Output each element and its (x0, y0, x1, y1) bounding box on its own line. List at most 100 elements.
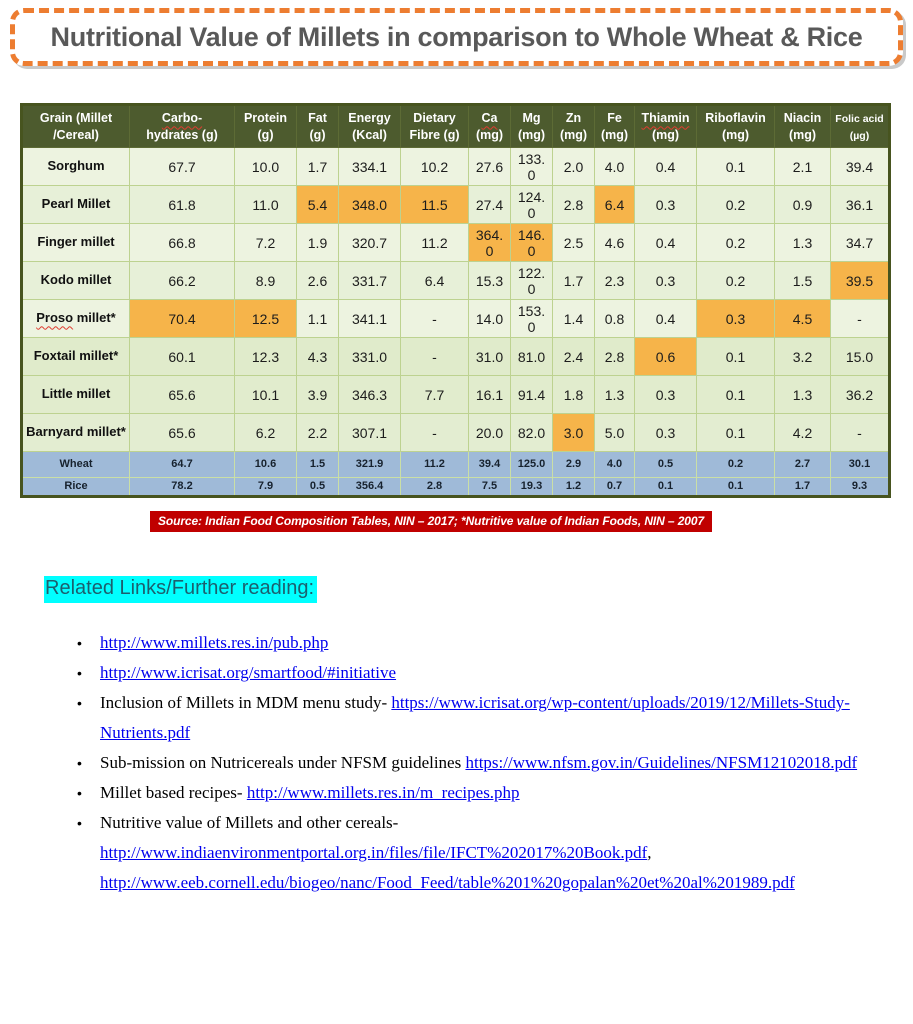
value-cell: 20.0 (468, 413, 511, 453)
value-cell: 15.3 (468, 261, 511, 301)
column-header-line1: Fat (308, 111, 327, 126)
list-item: • http://www.millets.res.in/pub.php (77, 628, 882, 658)
value-cell: 334.1 (338, 147, 401, 187)
value-cell: 0.2 (696, 185, 775, 225)
value-cell: 2.6 (296, 261, 339, 301)
value-cell: 1.3 (774, 375, 831, 415)
value-cell: 8.9 (234, 261, 297, 301)
value-cell: 39.5 (830, 261, 890, 301)
table-row: Barnyard millet* 65.6 6.2 2.2 307.1-20.0 82.0… (21, 413, 890, 453)
value-cell: 1.4 (552, 299, 595, 339)
value-cell: 364.0 (468, 223, 511, 263)
grain-name-cell: Barnyard millet* (21, 413, 130, 453)
related-links-heading: Related Links/Further reading: (44, 576, 318, 603)
bullet-icon: • (77, 665, 82, 681)
hyperlink[interactable]: http://www.millets.res.in/pub.php (100, 633, 329, 652)
hyperlink[interactable]: https://www.icrisat.org/wp-content/uploa… (100, 693, 850, 742)
value-cell: 61.8 (129, 185, 235, 225)
value-cell: 12.3 (234, 337, 297, 377)
value-cell: 2.1 (774, 147, 831, 187)
list-item: • http://www.icrisat.org/smartfood/#initi… (77, 658, 882, 688)
column-header-line1: Ca (481, 111, 498, 126)
column-header: Ca (mg) (468, 103, 511, 149)
value-cell: 0.4 (634, 147, 697, 187)
links-list: • http://www.millets.res.in/pub.php • http:… (77, 628, 882, 898)
grain-name-cell: Proso millet* (21, 299, 130, 339)
nutrition-table-wrapper: Grain (Millet/Cereal) Carbo-hydrates (g) P… (20, 103, 891, 499)
header-row: Grain (Millet/Cereal) Carbo-hydrates (g) P… (21, 103, 890, 149)
column-header: Zn (mg) (552, 103, 595, 149)
source-note: Source: Indian Food Composition Tables, … (150, 511, 712, 532)
value-cell: 70.4 (129, 299, 235, 339)
list-text: , (647, 843, 652, 862)
value-cell: 27.4 (468, 185, 511, 225)
value-cell: 30.1 (830, 451, 890, 479)
column-header: Thiamin (mg) (634, 103, 697, 149)
column-header: Fat (g) (296, 103, 339, 149)
value-cell: 0.3 (634, 375, 697, 415)
value-cell: 0.1 (634, 477, 697, 498)
hyperlink[interactable]: http://www.icrisat.org/smartfood/#initia… (100, 663, 397, 682)
column-header: Dietary Fibre (g) (400, 103, 469, 149)
value-cell: 2.7 (774, 451, 831, 479)
value-cell: 2.8 (552, 185, 595, 225)
value-cell: 82.0 (510, 413, 553, 453)
value-cell: 1.3 (774, 223, 831, 263)
value-cell: 341.1 (338, 299, 401, 339)
value-cell: 0.1 (696, 337, 775, 377)
value-cell: 4.2 (774, 413, 831, 453)
list-text: Nutritive value of Millets and other cer… (100, 813, 399, 832)
list-text: Millet based recipes- (100, 783, 247, 802)
value-cell: 348.0 (338, 185, 401, 225)
value-cell: 10.1 (234, 375, 297, 415)
value-cell: 2.8 (594, 337, 635, 377)
column-header-line2: (mg) (559, 127, 588, 142)
value-cell: 0.7 (594, 477, 635, 498)
value-cell: 153.0 (510, 299, 553, 339)
value-cell: 2.5 (552, 223, 595, 263)
value-cell: 0.9 (774, 185, 831, 225)
table-row: Little millet 65.6 10.1 3.9 346.3 7.7 16.1 91.4… (21, 375, 890, 415)
value-cell: 0.3 (634, 413, 697, 453)
column-header-line1: Fe (607, 111, 622, 126)
value-cell: 2.3 (594, 261, 635, 301)
value-cell: 7.9 (234, 477, 297, 498)
value-cell: 31.0 (468, 337, 511, 377)
nutrition-table: Grain (Millet/Cereal) Carbo-hydrates (g) P… (20, 103, 891, 499)
value-cell: 6.2 (234, 413, 297, 453)
value-cell: 1.9 (296, 223, 339, 263)
value-cell: 1.5 (296, 451, 339, 479)
column-header-line2: (Kcal) (352, 127, 387, 142)
value-cell: 0.1 (696, 477, 775, 498)
column-header: Carbo-hydrates (g) (129, 103, 235, 149)
grain-name-cell: Sorghum (21, 147, 130, 187)
column-header-line2: (mg) (475, 127, 504, 142)
grain-name-cell: Finger millet (21, 223, 130, 263)
value-cell: 2.9 (552, 451, 595, 479)
bullet-icon: • (77, 815, 82, 831)
value-cell: - (400, 299, 469, 339)
hyperlink[interactable]: http://www.millets.res.in/m_recipes.php (246, 783, 520, 802)
table-row: Kodo millet 66.2 8.9 2.6 331.7 6.4 15.3 122.0 1.… (21, 261, 890, 301)
value-cell: 321.9 (338, 451, 401, 479)
value-cell: 27.6 (468, 147, 511, 187)
value-cell: 0.1 (696, 147, 775, 187)
value-cell: 0.8 (594, 299, 635, 339)
table-row: Proso millet* 70.4 12.5 1.1 341.1-14.0 153.0 1… (21, 299, 890, 339)
value-cell: 146.0 (510, 223, 553, 263)
hyperlink[interactable]: http://www.eeb.cornell.edu/biogeo/nanc/F… (100, 873, 795, 892)
column-header-line1: Protein (243, 111, 288, 126)
value-cell: 1.7 (552, 261, 595, 301)
column-header: Mg (mg) (510, 103, 553, 149)
value-cell: 1.7 (774, 477, 831, 498)
value-cell: 36.1 (830, 185, 890, 225)
value-cell: 1.3 (594, 375, 635, 415)
hyperlink[interactable]: https://www.nfsm.gov.in/Guidelines/NFSM1… (465, 753, 858, 772)
value-cell: 6.4 (594, 185, 635, 225)
value-cell: 91.4 (510, 375, 553, 415)
hyperlink[interactable]: http://www.indiaenvironmentportal.org.in… (100, 843, 648, 862)
value-cell: 0.6 (634, 337, 697, 377)
grain-name-cell: Rice (21, 477, 130, 498)
value-cell: 7.2 (234, 223, 297, 263)
list-item: • Sub-mission on Nutricereals under NFSM … (77, 748, 882, 778)
